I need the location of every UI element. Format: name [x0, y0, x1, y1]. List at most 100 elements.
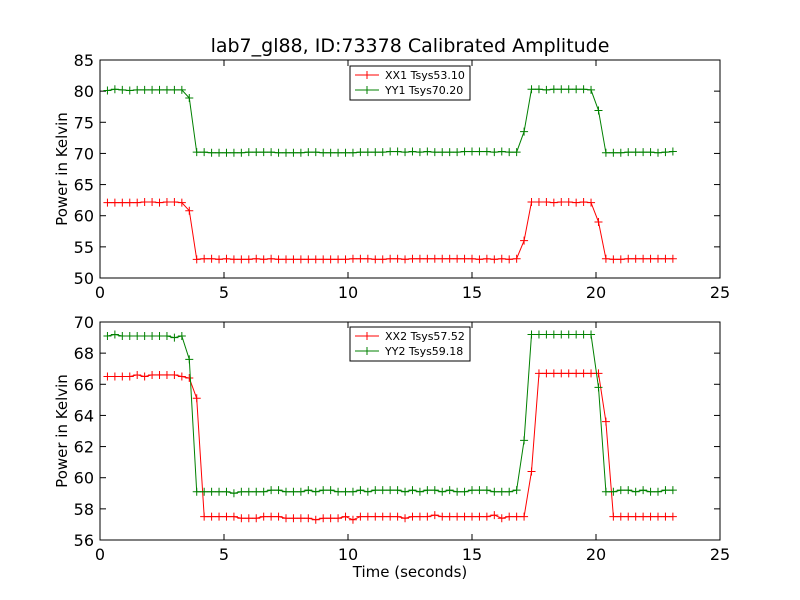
data-point: [274, 148, 283, 157]
data-point: [110, 330, 119, 339]
data-point: [162, 85, 171, 94]
data-point: [453, 148, 462, 157]
data-point: [125, 332, 134, 341]
data-point: [646, 148, 655, 157]
legend-entry: YY2 Tsys59.18: [355, 345, 463, 358]
data-point: [572, 330, 581, 339]
data-point: [654, 512, 662, 521]
data-point: [631, 487, 640, 496]
data-point: [564, 330, 573, 339]
data-point: [259, 148, 268, 157]
data-point: [423, 147, 432, 156]
y-tick-label: 62: [74, 438, 94, 457]
data-point: [401, 255, 410, 264]
data-point: [631, 254, 640, 263]
data-point: [497, 254, 506, 263]
data-point: [646, 254, 655, 263]
data-point: [639, 512, 648, 521]
data-point: [408, 147, 417, 156]
data-point: [572, 369, 581, 378]
data-point: [378, 512, 387, 521]
y-tick-label: 55: [74, 238, 94, 257]
data-point: [229, 512, 238, 521]
data-point: [475, 512, 484, 521]
data-point: [162, 198, 171, 207]
data-point: [267, 486, 276, 495]
data-point: [148, 198, 157, 207]
data-point: [616, 255, 625, 264]
y-tick-label: 64: [74, 406, 94, 425]
x-tick-label: 5: [219, 545, 229, 564]
data-point: [125, 86, 134, 95]
data-point: [207, 254, 216, 263]
data-point: [215, 487, 224, 496]
data-point: [512, 486, 521, 495]
data-point: [408, 254, 417, 263]
y-tick-label: 56: [74, 531, 94, 550]
data-point: [371, 486, 380, 495]
data-point: [542, 85, 551, 94]
data-point: [289, 255, 298, 264]
data-point: [460, 254, 469, 263]
data-point: [386, 512, 395, 521]
data-point: [341, 255, 350, 264]
data-point: [646, 487, 655, 496]
data-point: [296, 148, 305, 157]
data-point: [274, 255, 283, 264]
data-point: [118, 198, 127, 207]
data-point: [468, 486, 476, 495]
data-point: [334, 487, 343, 496]
data-point: [668, 512, 677, 521]
data-point: [200, 148, 209, 157]
legend: XX1 Tsys53.10 YY1 Tsys70.20: [349, 65, 471, 101]
data-point: [497, 147, 506, 156]
data-point: [557, 369, 566, 378]
data-point: [185, 93, 194, 102]
data-point: [267, 148, 276, 157]
data-point: [460, 487, 469, 496]
data-point: [505, 255, 514, 264]
data-point: [237, 255, 246, 264]
data-point: [148, 85, 157, 94]
data-point: [505, 148, 514, 157]
data-point: [334, 148, 343, 157]
data-point: [267, 254, 276, 263]
x-tick-label: 5: [219, 283, 229, 302]
data-point: [654, 148, 662, 157]
data-point: [453, 487, 462, 496]
data-point: [148, 332, 157, 341]
data-point: [601, 254, 610, 263]
data-point: [200, 512, 209, 521]
data-point: [601, 148, 610, 157]
data-point: [125, 372, 134, 381]
data-point: [334, 255, 343, 264]
x-axis-label: Time (seconds): [352, 563, 468, 581]
data-point: [401, 487, 410, 496]
data-point: [415, 512, 424, 521]
data-point: [490, 148, 499, 157]
data-point: [490, 255, 499, 264]
data-point: [326, 514, 335, 523]
data-point: [557, 85, 566, 94]
data-point: [348, 487, 357, 496]
y-tick-label: 60: [74, 469, 94, 488]
legend-marker: [363, 347, 371, 355]
y-axis: 50 55 60 65 70 75 80 85: [74, 51, 720, 288]
legend-box: [349, 326, 471, 362]
data-point: [430, 148, 439, 157]
data-point: [624, 486, 633, 495]
y-tick-label: 65: [74, 176, 94, 195]
series-2: [103, 330, 677, 498]
data-point: [378, 486, 387, 495]
data-point: [289, 514, 298, 523]
data-point: [162, 370, 171, 379]
data-point: [215, 255, 224, 264]
data-point: [557, 198, 566, 207]
y-tick-label: 70: [74, 313, 94, 332]
data-point: [415, 148, 424, 157]
data-point: [460, 147, 469, 156]
plot-frame: [99, 59, 721, 279]
data-point: [274, 486, 283, 495]
data-point: [616, 486, 625, 495]
y-axis-label: Power in Kelvin: [53, 112, 71, 226]
